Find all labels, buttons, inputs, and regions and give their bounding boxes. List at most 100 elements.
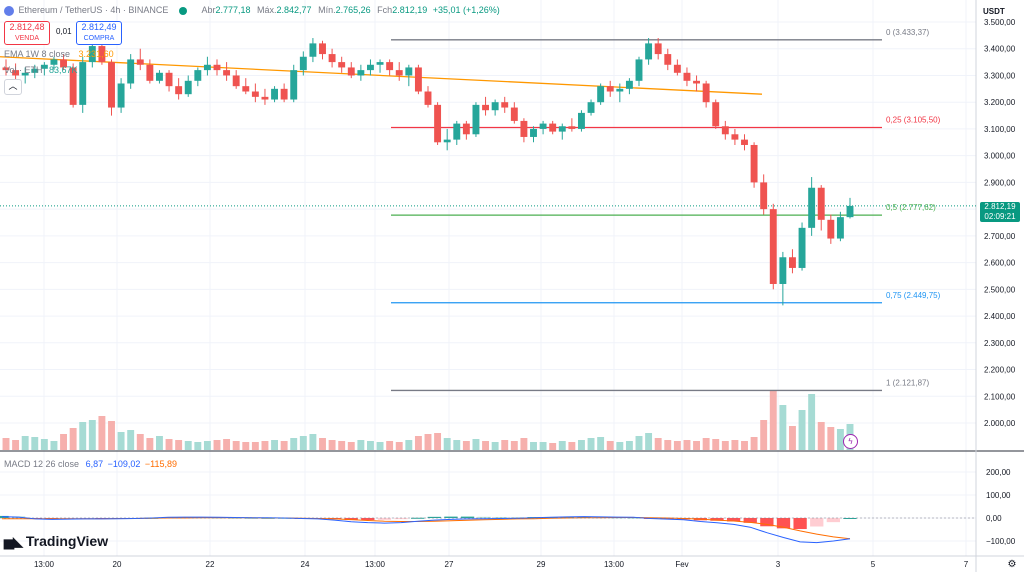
volume-bar	[117, 432, 125, 450]
price-tick-label: 2.200,00	[984, 366, 1016, 375]
candle-body	[290, 70, 298, 100]
volume-bar	[568, 442, 576, 450]
volume-bar	[338, 441, 346, 450]
candle-body	[789, 257, 796, 268]
volume-bar	[194, 442, 202, 450]
volume-bar	[175, 440, 183, 450]
symbol-title[interactable]: Ethereum / TetherUS · 4h · BINANCE	[18, 5, 169, 15]
candle	[98, 43, 106, 65]
candle	[789, 249, 796, 274]
volume-bar	[223, 439, 231, 450]
macd-hist-bar	[560, 516, 574, 518]
alert-button[interactable]: ϟ	[843, 434, 858, 449]
volume-bar	[597, 437, 605, 450]
candle	[184, 75, 192, 97]
macd-hist-bar	[826, 518, 841, 523]
macd-hist-bar	[726, 518, 741, 522]
volume-legend[interactable]: Vol · ETH 83,67K	[4, 65, 78, 75]
candle	[405, 64, 413, 87]
candle-body	[223, 70, 231, 76]
settings-button[interactable]: ⚙	[1006, 559, 1018, 571]
tv-logo-icon: ▅◣	[4, 534, 23, 549]
candle-body	[127, 59, 135, 84]
candle	[510, 102, 518, 124]
sell-price: 2.812,48	[9, 22, 45, 32]
volume-bar	[827, 427, 835, 450]
candle	[60, 54, 67, 71]
volume-bar	[88, 420, 96, 450]
current-price-label: 2.812,19 02:09:21	[980, 202, 1020, 222]
volume-bar	[817, 422, 825, 450]
candle-body	[184, 80, 192, 95]
price-tick-label: 2.300,00	[984, 339, 1016, 348]
volume-bar	[251, 442, 259, 450]
time-tick-label: 7	[964, 560, 969, 569]
candle-body	[194, 70, 202, 81]
candle-body	[146, 64, 154, 81]
candle-body	[798, 227, 806, 268]
candle	[645, 38, 653, 65]
volume-bar	[328, 440, 336, 450]
currency-label[interactable]: USDT	[983, 7, 1005, 16]
candle-body	[357, 70, 365, 76]
volume-bar	[232, 441, 240, 450]
candle	[443, 128, 451, 151]
volume-bar	[213, 440, 221, 450]
collapse-legend-button[interactable]: ︿	[4, 79, 22, 95]
candle-body	[280, 88, 288, 100]
candle	[434, 102, 442, 145]
candle-body	[597, 86, 605, 103]
time-tick-label: 22	[206, 560, 215, 569]
candle-body	[491, 102, 499, 111]
price-axis: 3.500,00 3.400,00 3.300,00 3.200,00 3.100,00…	[34, 18, 1016, 569]
candle	[319, 40, 326, 60]
ema-label: EMA 1W 8 close	[4, 49, 71, 59]
fib-levels: 0 (3.433,37) 0,25 (3.105,50) 0,5 (2.777,62…	[391, 28, 941, 392]
candle	[338, 56, 346, 73]
buy-button[interactable]: 2.812,49 COMPRA	[76, 21, 122, 45]
candle	[127, 54, 135, 89]
candle-body	[328, 54, 336, 63]
candle	[156, 70, 163, 84]
macd-hist-bar	[411, 517, 425, 519]
fib-label: 0,75 (2.449,75)	[886, 291, 941, 300]
candle	[136, 48, 144, 71]
candle	[606, 80, 614, 97]
candle	[31, 64, 39, 79]
volume-bar	[136, 434, 144, 450]
tradingview-logo[interactable]: ▅◣ TradingView	[4, 533, 108, 550]
candle	[21, 67, 29, 84]
macd-tick-label: 100,00	[986, 491, 1011, 500]
candle	[568, 118, 576, 132]
candle-body	[405, 67, 413, 76]
volume-bar	[491, 442, 499, 450]
fib-label: 0,5 (2.777,62)	[886, 203, 936, 212]
candle	[395, 62, 403, 81]
candle	[328, 48, 336, 68]
candle	[280, 83, 288, 103]
sell-button[interactable]: 2.812,48 VENDA	[4, 21, 50, 45]
macd-hist-bar	[743, 518, 757, 523]
candle	[491, 99, 499, 116]
candle	[165, 70, 173, 92]
candle	[386, 59, 394, 76]
candle-body	[50, 59, 58, 65]
macd-tick-label: 0,00	[986, 514, 1002, 523]
candle	[817, 185, 825, 231]
fib-label: 1 (2.121,87)	[886, 378, 929, 387]
candle	[539, 120, 547, 135]
candle	[251, 83, 259, 103]
candle-body	[60, 59, 67, 68]
volume-bar	[530, 442, 537, 450]
candle-body	[21, 72, 29, 76]
candle	[482, 96, 489, 116]
macd-legend[interactable]: MACD 12 26 close 6,87 −109,02 −115,89	[4, 459, 177, 469]
candle-body	[520, 120, 528, 137]
macd-hist-bar	[793, 518, 807, 530]
volume-bar	[395, 442, 403, 450]
ema-legend[interactable]: EMA 1W 8 close 3.231,60	[4, 49, 114, 59]
macd-series	[0, 515, 976, 544]
candle-body	[625, 80, 633, 89]
candle	[146, 59, 154, 84]
